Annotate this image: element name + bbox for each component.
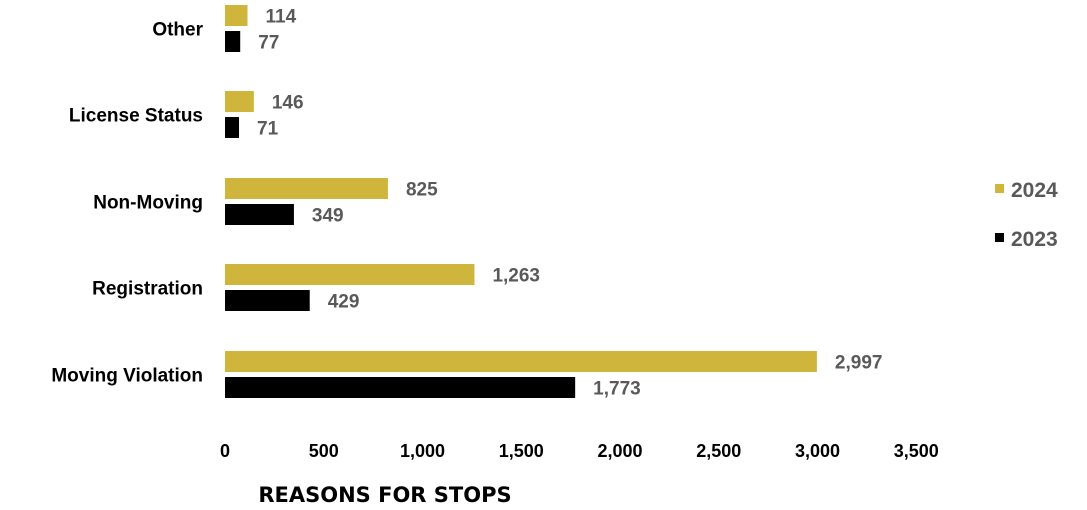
x-tick-label: 2,500	[696, 441, 741, 461]
value-label-other-2024: 114	[266, 7, 297, 28]
value-label-license-status-2023: 71	[257, 119, 279, 140]
x-tick-label: 2,000	[597, 441, 642, 461]
category-label-moving-violation: Moving Violation	[51, 366, 203, 387]
value-label-registration-2023: 429	[328, 292, 360, 313]
bar-moving-violation-2024	[225, 351, 817, 372]
category-labels-group: Moving Violation Registration Non-Moving Li…	[51, 20, 203, 387]
value-label-moving-violation-2023: 1,773	[593, 379, 641, 400]
bar-other-2023	[225, 31, 241, 52]
x-axis-ticks: 0 500 1,000 1,500 2,000 2,500 3,000 3,500	[220, 441, 939, 461]
x-tick-label: 0	[220, 441, 230, 461]
category-label-license-status: License Status	[69, 106, 203, 127]
chart-title: REASONS FOR STOPS	[258, 483, 511, 507]
value-label-license-status-2024: 146	[272, 93, 304, 114]
value-label-moving-violation-2024: 2,997	[835, 353, 883, 374]
legend-swatch-2024	[995, 184, 1004, 193]
legend-label-2024: 2024	[1011, 179, 1058, 202]
value-label-registration-2024: 1,263	[492, 266, 540, 287]
category-label-other: Other	[152, 20, 203, 41]
bar-other-2024	[225, 5, 248, 26]
x-tick-label: 3,000	[795, 441, 840, 461]
x-tick-label: 3,500	[894, 441, 939, 461]
category-label-non-moving: Non-Moving	[93, 193, 203, 214]
x-tick-label: 500	[309, 441, 339, 461]
bar-non-moving-2024	[225, 178, 388, 199]
x-tick-label: 1,500	[499, 441, 544, 461]
x-tick-label: 1,000	[400, 441, 445, 461]
bar-registration-2023	[225, 290, 310, 311]
value-label-other-2023: 77	[258, 33, 279, 54]
legend: 2024 2023	[995, 179, 1058, 251]
bar-moving-violation-2023	[225, 377, 576, 398]
bar-license-status-2024	[225, 91, 254, 112]
value-labels-group: 2,997 1,773 1,263 429 825 349 146 71 114 77	[257, 7, 882, 400]
category-label-registration: Registration	[92, 279, 203, 300]
value-label-non-moving-2024: 825	[406, 180, 438, 201]
legend-label-2023: 2023	[1011, 228, 1058, 251]
bars-group	[225, 5, 817, 398]
bar-non-moving-2023	[225, 204, 294, 225]
bar-license-status-2023	[225, 117, 240, 138]
bar-registration-2024	[225, 264, 475, 285]
value-label-non-moving-2023: 349	[312, 206, 344, 227]
legend-swatch-2023	[995, 233, 1004, 242]
